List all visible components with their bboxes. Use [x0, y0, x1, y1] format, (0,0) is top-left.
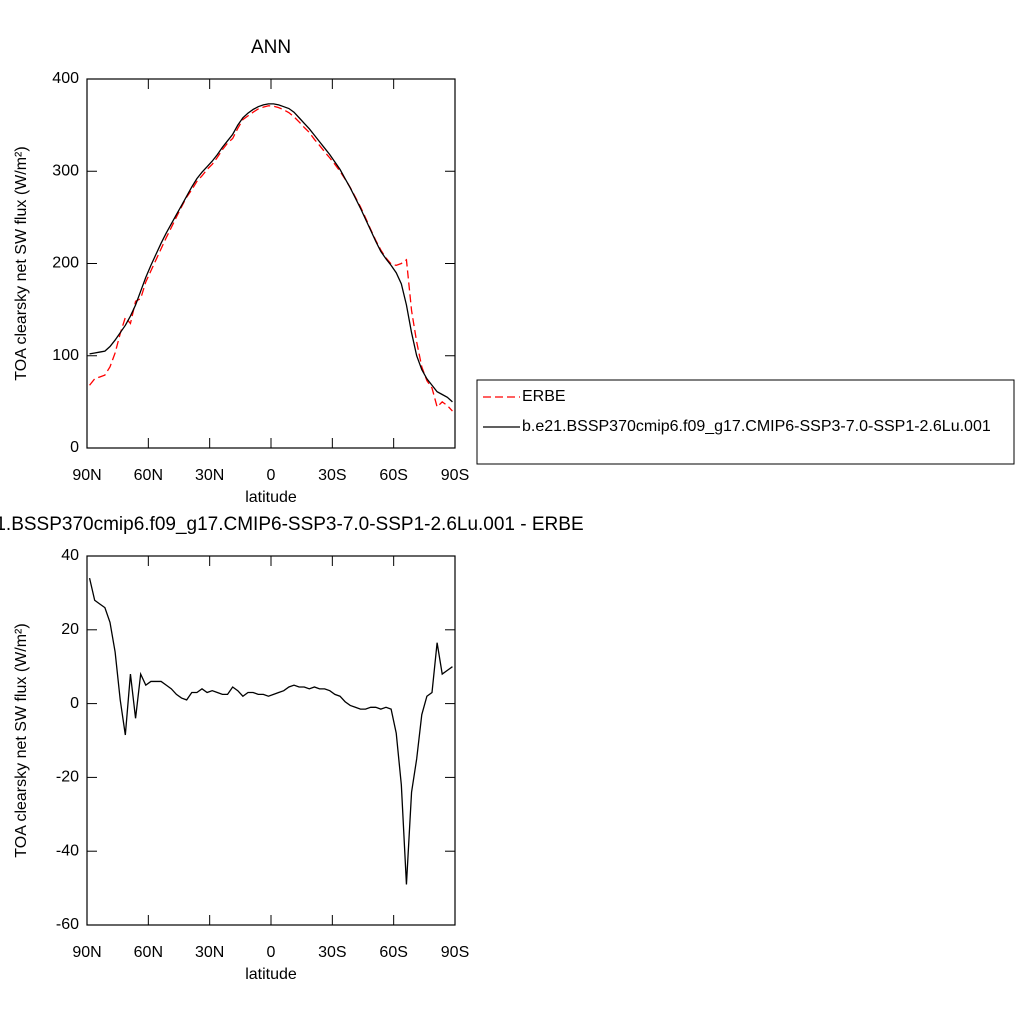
x-tick-label: 90S	[441, 467, 469, 484]
y-tick-label: 40	[61, 547, 79, 564]
legend-box	[476, 379, 1015, 465]
chart-title: b.e21.BSSP370cmip6.f09_g17.CMIP6-SSP3-7.…	[0, 514, 584, 535]
y-axis-label: TOA clearsky net SW flux (W/m²)	[13, 623, 30, 857]
x-tick-label: 30S	[318, 944, 346, 961]
legend-label: ERBE	[522, 388, 566, 405]
y-axis-label: TOA clearsky net SW flux (W/m²)	[13, 146, 30, 380]
x-tick-label: 30S	[318, 467, 346, 484]
plot-frame	[86, 78, 456, 449]
y-tick-label: 200	[52, 255, 79, 272]
plot-frame	[86, 555, 456, 926]
legend-label: b.e21.BSSP370cmip6.f09_g17.CMIP6-SSP3-7.…	[522, 418, 991, 435]
x-tick-label: 60N	[134, 467, 163, 484]
x-tick-label: 90S	[441, 944, 469, 961]
y-tick-label: 400	[52, 70, 79, 87]
x-tick-label: 0	[267, 467, 276, 484]
y-tick-label: 300	[52, 162, 79, 179]
y-tick-label: -20	[56, 769, 79, 786]
x-tick-label: 60S	[379, 944, 407, 961]
x-tick-label: 0	[267, 944, 276, 961]
y-tick-label: 20	[61, 621, 79, 638]
x-axis-label: latitude	[245, 489, 297, 506]
y-tick-label: 0	[70, 439, 79, 456]
data-line	[89, 105, 453, 412]
data-line	[89, 103, 453, 403]
x-axis-label: latitude	[245, 966, 297, 983]
x-tick-label: 30N	[195, 944, 224, 961]
data-line	[88, 577, 453, 885]
x-tick-label: 90N	[72, 467, 101, 484]
x-tick-label: 60S	[379, 467, 407, 484]
chart-title: ANN	[251, 37, 291, 58]
x-tick-label: 60N	[134, 944, 163, 961]
y-tick-label: 0	[70, 695, 79, 712]
y-tick-label: -40	[56, 842, 79, 859]
y-tick-label: 100	[52, 347, 79, 364]
y-tick-label: -60	[56, 916, 79, 933]
x-tick-label: 90N	[72, 944, 101, 961]
x-tick-label: 30N	[195, 467, 224, 484]
